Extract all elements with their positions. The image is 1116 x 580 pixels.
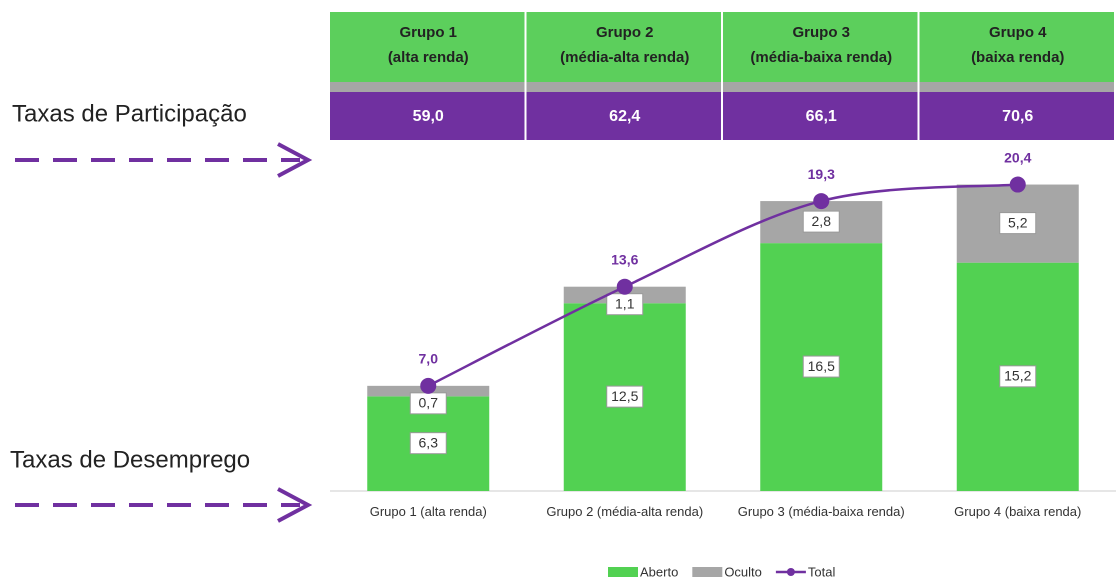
header-income: (alta renda) [388,49,469,66]
legend-swatch [692,567,723,577]
header-name: Grupo 4 [989,24,1047,41]
total-point [813,193,830,210]
label-box [802,210,840,233]
header-cell [723,12,918,82]
label-box [999,212,1037,235]
data-label: 2,8 [812,213,832,229]
participation-cell [723,92,918,140]
participation-value: 66,1 [806,108,837,125]
header-strip [919,82,1114,92]
legend-label: Total [808,564,836,579]
data-label: 15,2 [1004,368,1031,384]
legend-swatch [608,567,638,577]
total-line [427,183,1018,387]
header-cell [919,12,1114,82]
total-label: 20,4 [1004,149,1031,165]
header-cell [526,12,721,82]
data-label: 5,2 [1008,214,1028,230]
header-income: (média-baixa renda) [750,49,892,66]
participation-cell [919,92,1114,140]
participation-value: 62,4 [609,108,640,125]
data-label: 6,3 [419,434,439,450]
header-name: Grupo 1 [399,24,457,41]
participation-cell [330,92,525,140]
header-income: (média-alta renda) [560,49,689,66]
header-name: Grupo 3 [792,24,850,41]
legend-label: Oculto [724,564,762,579]
unemployment-label: Taxas de Desemprego [10,446,250,473]
total-point [616,278,633,295]
header-strip [526,82,721,92]
participation-label: Taxas de Participação [12,100,247,127]
x-tick-label: Grupo 3 (média-baixa renda) [737,504,905,519]
data-label: 0,7 [419,395,439,411]
header-name: Grupo 2 [596,24,654,41]
legend-dot [786,568,795,576]
total-label: 19,3 [808,166,835,182]
total-label: 7,0 [419,351,439,367]
label-box [999,365,1037,388]
participation-cell [526,92,721,140]
total-label: 13,6 [611,251,638,267]
header-strip [723,82,918,92]
label-box [802,355,840,378]
x-tick-label: Grupo 4 (baixa renda) [954,504,1082,519]
participation-value: 59,0 [413,108,444,125]
label-box [409,432,447,455]
x-tick-label: Grupo 1 (alta renda) [369,504,487,519]
legend-label: Aberto [640,564,678,579]
data-label: 16,5 [808,358,835,374]
header-income: (baixa renda) [971,49,1064,66]
participation-value: 70,6 [1002,108,1033,125]
header-cell [330,12,525,82]
arrow [15,142,313,523]
total-point [1009,176,1026,193]
total-point [420,377,437,394]
x-tick-label: Grupo 2 (média-alta renda) [546,504,704,519]
data-label: 12,5 [611,388,638,404]
header-strip [330,82,525,92]
label-box [606,385,644,408]
data-label: 1,1 [615,295,635,311]
